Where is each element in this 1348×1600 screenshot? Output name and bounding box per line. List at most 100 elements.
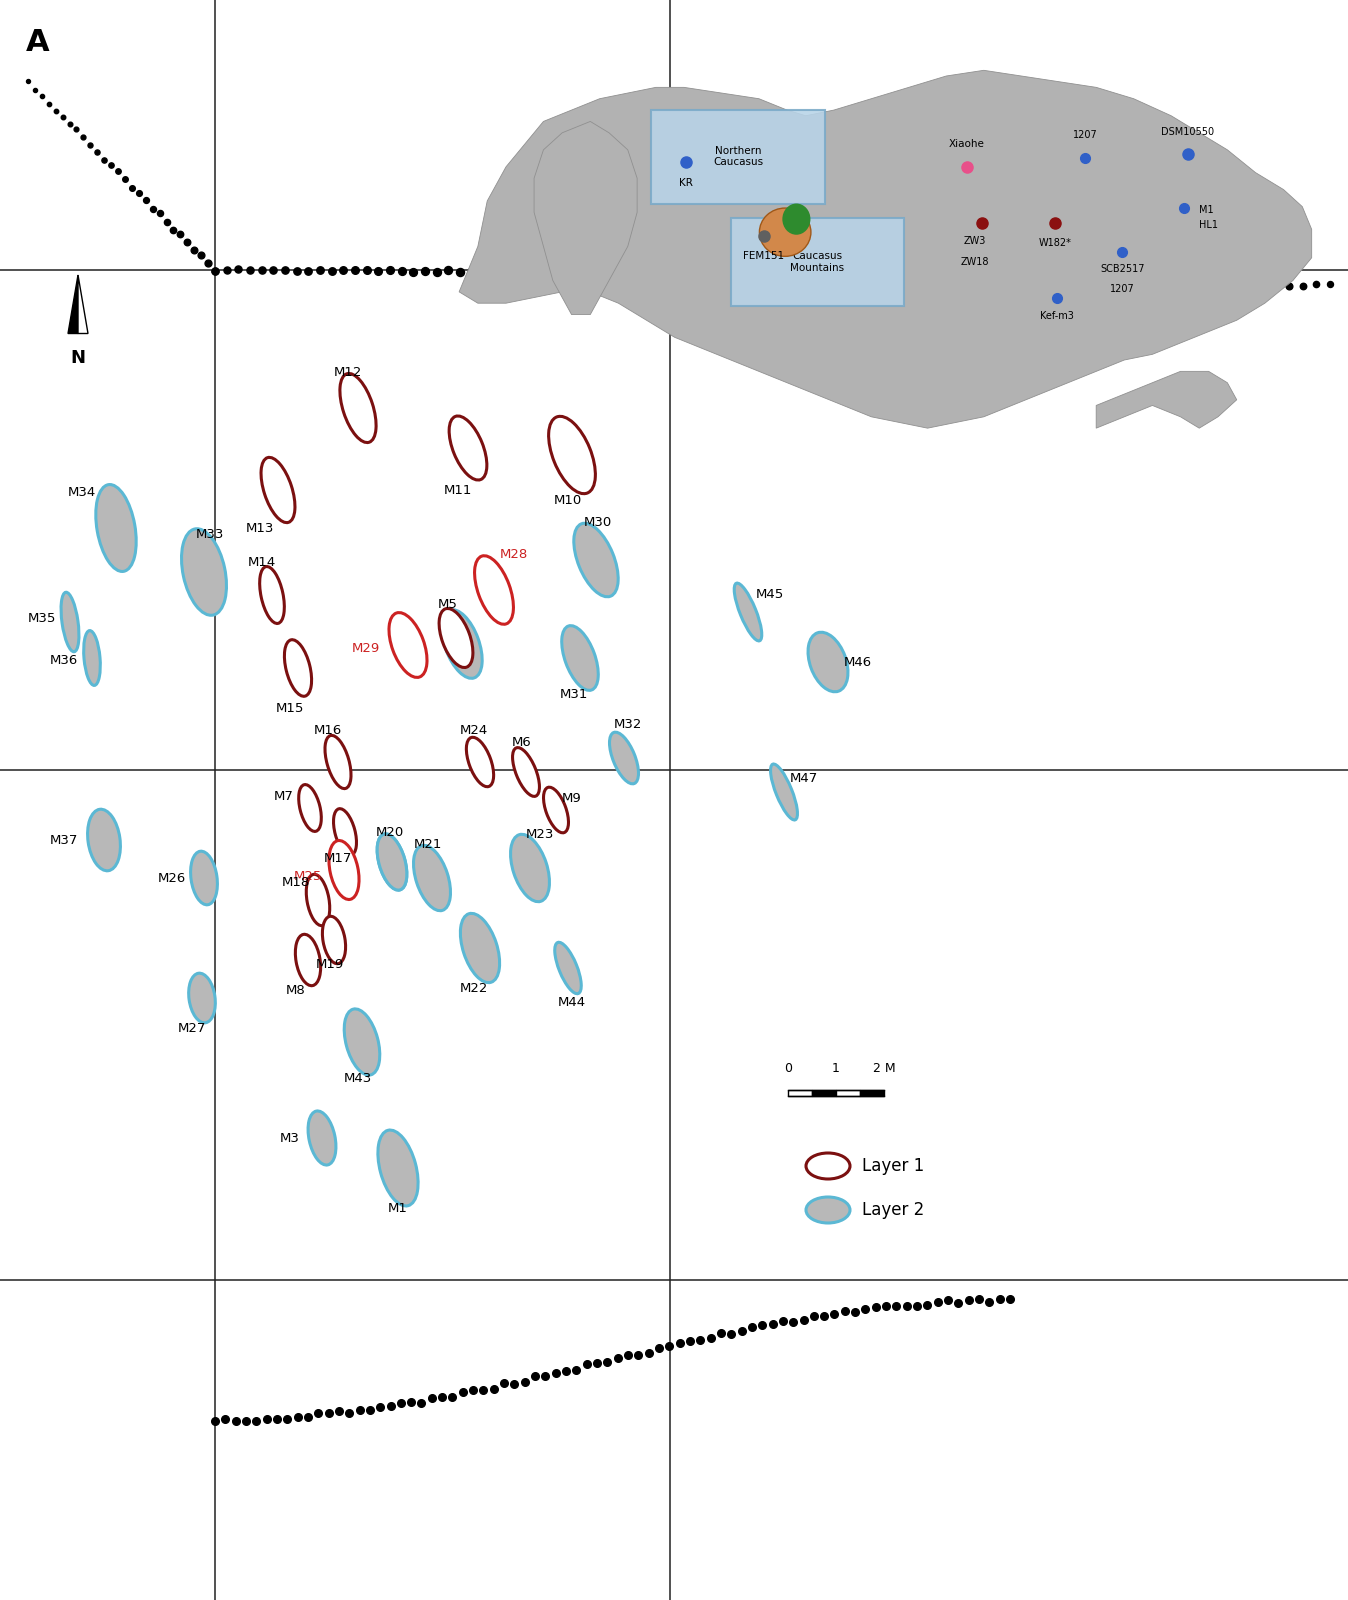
Ellipse shape [806,1154,851,1179]
Ellipse shape [549,416,596,494]
Ellipse shape [189,973,216,1022]
Ellipse shape [377,834,407,890]
Ellipse shape [306,874,330,926]
Ellipse shape [88,810,120,870]
Text: HL1: HL1 [1200,221,1219,230]
Ellipse shape [511,834,550,902]
Ellipse shape [325,736,350,789]
Text: M16: M16 [314,723,342,736]
Text: ZW18: ZW18 [960,256,988,267]
Ellipse shape [61,592,80,651]
Text: M43: M43 [344,1072,372,1085]
Ellipse shape [295,934,321,986]
Text: Layer 1: Layer 1 [861,1157,925,1174]
Ellipse shape [562,626,599,690]
Text: M7: M7 [274,789,294,803]
Text: Layer 2: Layer 2 [861,1202,925,1219]
Polygon shape [78,275,88,333]
Text: M10: M10 [554,493,582,507]
Text: M11: M11 [443,483,472,496]
Ellipse shape [771,765,798,819]
Text: M27: M27 [178,1021,206,1035]
Ellipse shape [574,523,619,597]
Text: 1207: 1207 [1109,283,1135,294]
Ellipse shape [262,458,295,523]
Ellipse shape [333,808,356,856]
Text: M8: M8 [286,984,306,997]
Ellipse shape [329,840,359,899]
Ellipse shape [555,942,581,994]
Text: 1: 1 [832,1062,840,1075]
Ellipse shape [84,630,100,685]
Text: M14: M14 [248,555,276,568]
Ellipse shape [299,784,321,832]
Text: M1: M1 [388,1202,408,1214]
Text: M29: M29 [352,642,380,654]
Ellipse shape [377,834,407,890]
Ellipse shape [439,608,473,667]
Text: M36: M36 [50,653,78,667]
Text: M47: M47 [790,771,818,784]
Text: M15: M15 [276,701,305,715]
Text: M13: M13 [245,522,274,534]
Ellipse shape [759,208,811,256]
Ellipse shape [735,582,762,642]
Text: M17: M17 [324,851,352,864]
Polygon shape [67,275,78,333]
Text: M25: M25 [294,869,322,883]
Text: M32: M32 [613,717,642,731]
Text: M46: M46 [844,656,872,669]
Text: M28: M28 [500,549,528,562]
Ellipse shape [807,632,848,691]
Ellipse shape [390,613,427,677]
Text: M26: M26 [158,872,186,885]
Text: M24: M24 [460,723,488,736]
Ellipse shape [466,738,493,787]
Text: M23: M23 [526,829,554,842]
Ellipse shape [182,528,226,616]
Text: M34: M34 [67,485,96,499]
Bar [836,1090,860,1096]
Text: FEM151: FEM151 [743,251,785,261]
Text: M5: M5 [438,598,458,611]
Text: A: A [26,27,50,58]
Ellipse shape [414,845,450,910]
FancyBboxPatch shape [731,218,905,306]
Text: W182*: W182* [1038,238,1072,248]
Text: M18: M18 [282,875,310,888]
Text: DSM10550: DSM10550 [1162,126,1215,136]
Text: Xiaohe: Xiaohe [949,139,985,149]
Ellipse shape [190,851,217,904]
Text: SCB2517: SCB2517 [1100,264,1144,274]
Ellipse shape [442,610,483,678]
Text: Kef-m3: Kef-m3 [1039,310,1074,322]
Ellipse shape [543,787,569,834]
Ellipse shape [782,203,810,235]
Text: M3: M3 [280,1131,301,1144]
Text: 2 M: 2 M [872,1062,895,1075]
Text: 1207: 1207 [1073,131,1097,141]
Bar [789,1090,811,1096]
Text: Northern
Caucasus: Northern Caucasus [713,146,763,168]
Polygon shape [460,70,1312,429]
Ellipse shape [322,917,345,963]
Text: M30: M30 [584,515,612,528]
Ellipse shape [340,373,376,443]
Ellipse shape [96,485,136,571]
Text: Caucasus
Mountains: Caucasus Mountains [790,251,844,272]
Text: KR: KR [679,178,693,189]
Text: M20: M20 [376,826,404,838]
Text: N: N [70,349,85,368]
Ellipse shape [344,1010,380,1075]
Ellipse shape [377,1130,418,1206]
Ellipse shape [461,914,500,982]
Ellipse shape [260,566,284,624]
Polygon shape [534,122,638,315]
Text: M35: M35 [28,611,57,624]
Bar [860,1090,884,1096]
Text: M37: M37 [50,834,78,846]
Bar [811,1090,836,1096]
Ellipse shape [474,555,514,624]
Text: M22: M22 [460,981,488,995]
Text: M19: M19 [315,958,344,971]
